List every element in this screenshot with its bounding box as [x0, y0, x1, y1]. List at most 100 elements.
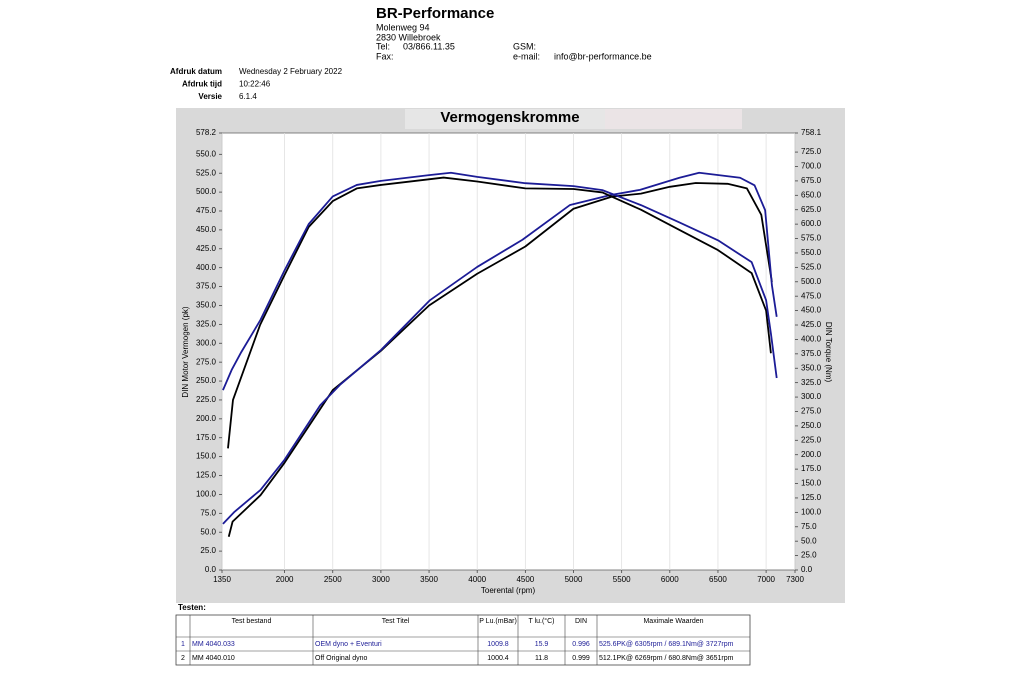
y-tick-label: 275.0	[196, 357, 217, 366]
table-cell: 525.6PK@ 6305rpm / 689.1Nm@ 3727rpm	[599, 641, 734, 648]
series-line	[227, 182, 773, 537]
y-axis-title: DIN Motor Vermogen (pk)	[181, 306, 190, 397]
tel: 03/866.11.35	[403, 41, 455, 51]
x-tick-label: 7000	[757, 575, 775, 584]
table-header: P Lu.(mBar)	[479, 618, 517, 625]
y2-tick-label: 50.0	[801, 536, 817, 545]
y-tick-label: 475.0	[196, 206, 217, 215]
y2-tick-label: 758.1	[801, 128, 822, 137]
y-tick-label: 225.0	[196, 395, 217, 404]
x-tick-label: 4500	[516, 575, 534, 584]
meta-value: 6.1.4	[239, 92, 257, 101]
y2-tick-label: 650.0	[801, 190, 822, 199]
table-header: Test bestand	[232, 618, 272, 625]
y2-tick-label: 575.0	[801, 234, 822, 243]
x-tick-label: 3500	[420, 575, 438, 584]
x-tick-label: 1350	[213, 575, 231, 584]
y2-tick-label: 300.0	[801, 392, 822, 401]
y-tick-label: 500.0	[196, 187, 217, 196]
table-cell: 1000.4	[487, 655, 509, 662]
meta-label: Afdruk tijd	[182, 80, 222, 89]
y2-tick-label: 75.0	[801, 522, 817, 531]
plot-area	[221, 132, 796, 571]
chart: 1350 2000 2500 3000 3500 4000 4500 5000 5500 6000…	[196, 128, 822, 584]
y-tick-label: 175.0	[196, 433, 217, 442]
y-tick-label: 50.0	[200, 527, 216, 536]
email: info@br-performance.be	[554, 51, 652, 61]
y2-tick-label: 700.0	[801, 162, 822, 171]
y-tick-label: 300.0	[196, 338, 217, 347]
y2-tick-label: 625.0	[801, 205, 822, 214]
y-tick-label: 578.2	[196, 128, 217, 137]
x-tick-label: 5000	[565, 575, 583, 584]
fax-label: Fax:	[376, 51, 394, 61]
table-cell: 0.996	[572, 641, 590, 648]
y2-tick-label: 600.0	[801, 219, 822, 228]
meta-label: Afdruk datum	[170, 67, 222, 76]
table-header: DIN	[575, 618, 587, 625]
y-tick-label: 100.0	[196, 490, 217, 499]
series-line	[227, 176, 772, 449]
y-tick-label: 125.0	[196, 471, 217, 480]
y-tick-label: 525.0	[196, 168, 217, 177]
company-name: BR-Performance	[376, 5, 494, 22]
series-line	[222, 171, 778, 391]
street: Molenweg 94	[376, 22, 430, 32]
x-tick-label: 6500	[709, 575, 727, 584]
table-cell: MM 4040.033	[192, 641, 235, 648]
meta-label: Versie	[198, 92, 222, 101]
y2-tick-label: 150.0	[801, 479, 822, 488]
table-cell: 11.8	[535, 655, 548, 662]
x-tick-label: 2000	[276, 575, 294, 584]
meta: Afdruk datum Wednesday 2 February 2022 Afd…	[170, 67, 343, 101]
x-tick-label: 6000	[661, 575, 679, 584]
y2-tick-label: 400.0	[801, 335, 822, 344]
y2-tick-label: 100.0	[801, 507, 822, 516]
table: Test bestand Test Titel P Lu.(mBar) T lu.(°…	[175, 614, 751, 666]
y2-tick-label: 675.0	[801, 176, 822, 185]
y-tick-label: 150.0	[196, 452, 217, 461]
table-cell: Off Original dyno	[315, 655, 368, 662]
gsm-label: GSM:	[513, 41, 536, 51]
table-cell: 1	[181, 641, 185, 648]
y-tick-label: 550.0	[196, 149, 217, 158]
y2-tick-label: 450.0	[801, 306, 822, 315]
y2-tick-label: 200.0	[801, 450, 822, 459]
table-header: Maximale Waarden	[643, 618, 703, 625]
table-cell: 512.1PK@ 6269rpm / 680.8Nm@ 3651rpm	[599, 655, 734, 662]
x-tick-label: 5500	[613, 575, 631, 584]
table-cell: OEM dyno + Eventuri	[315, 641, 382, 648]
y-tick-label: 200.0	[196, 414, 217, 423]
y2-tick-label: 175.0	[801, 464, 822, 473]
y2-tick-label: 0.0	[801, 565, 813, 574]
y-tick-label: 75.0	[200, 508, 216, 517]
y-tick-label: 350.0	[196, 301, 217, 310]
y2-tick-label: 350.0	[801, 363, 822, 372]
table-frame	[175, 614, 751, 666]
title-box	[405, 109, 605, 129]
table-cell: 2	[181, 655, 185, 662]
y2-tick-label: 375.0	[801, 349, 822, 358]
y-tick-label: 0.0	[205, 565, 217, 574]
y-tick-label: 250.0	[196, 376, 217, 385]
table-cell: 1009.8	[487, 641, 509, 648]
y-tick-label: 450.0	[196, 225, 217, 234]
y-tick-label: 25.0	[200, 546, 216, 555]
city: 2830 Willebroek	[376, 32, 441, 42]
email-label: e-mail:	[513, 51, 540, 61]
x-tick-label: 7300	[786, 575, 804, 584]
x-tick-label: 3000	[372, 575, 390, 584]
y2-axis-title: DIN Torque (Nm)	[824, 322, 833, 383]
title-box-ext	[605, 109, 742, 129]
meta-value: Wednesday 2 February 2022	[239, 67, 343, 76]
y-tick-label: 375.0	[196, 282, 217, 291]
y2-tick-label: 475.0	[801, 291, 822, 300]
y-tick-label: 325.0	[196, 319, 217, 328]
y2-tick-label: 25.0	[801, 551, 817, 560]
chart-title: Vermogenskromme	[440, 109, 579, 126]
y2-tick-label: 425.0	[801, 320, 822, 329]
y2-tick-label: 550.0	[801, 248, 822, 257]
y2-tick-label: 275.0	[801, 407, 822, 416]
y2-tick-label: 500.0	[801, 277, 822, 286]
